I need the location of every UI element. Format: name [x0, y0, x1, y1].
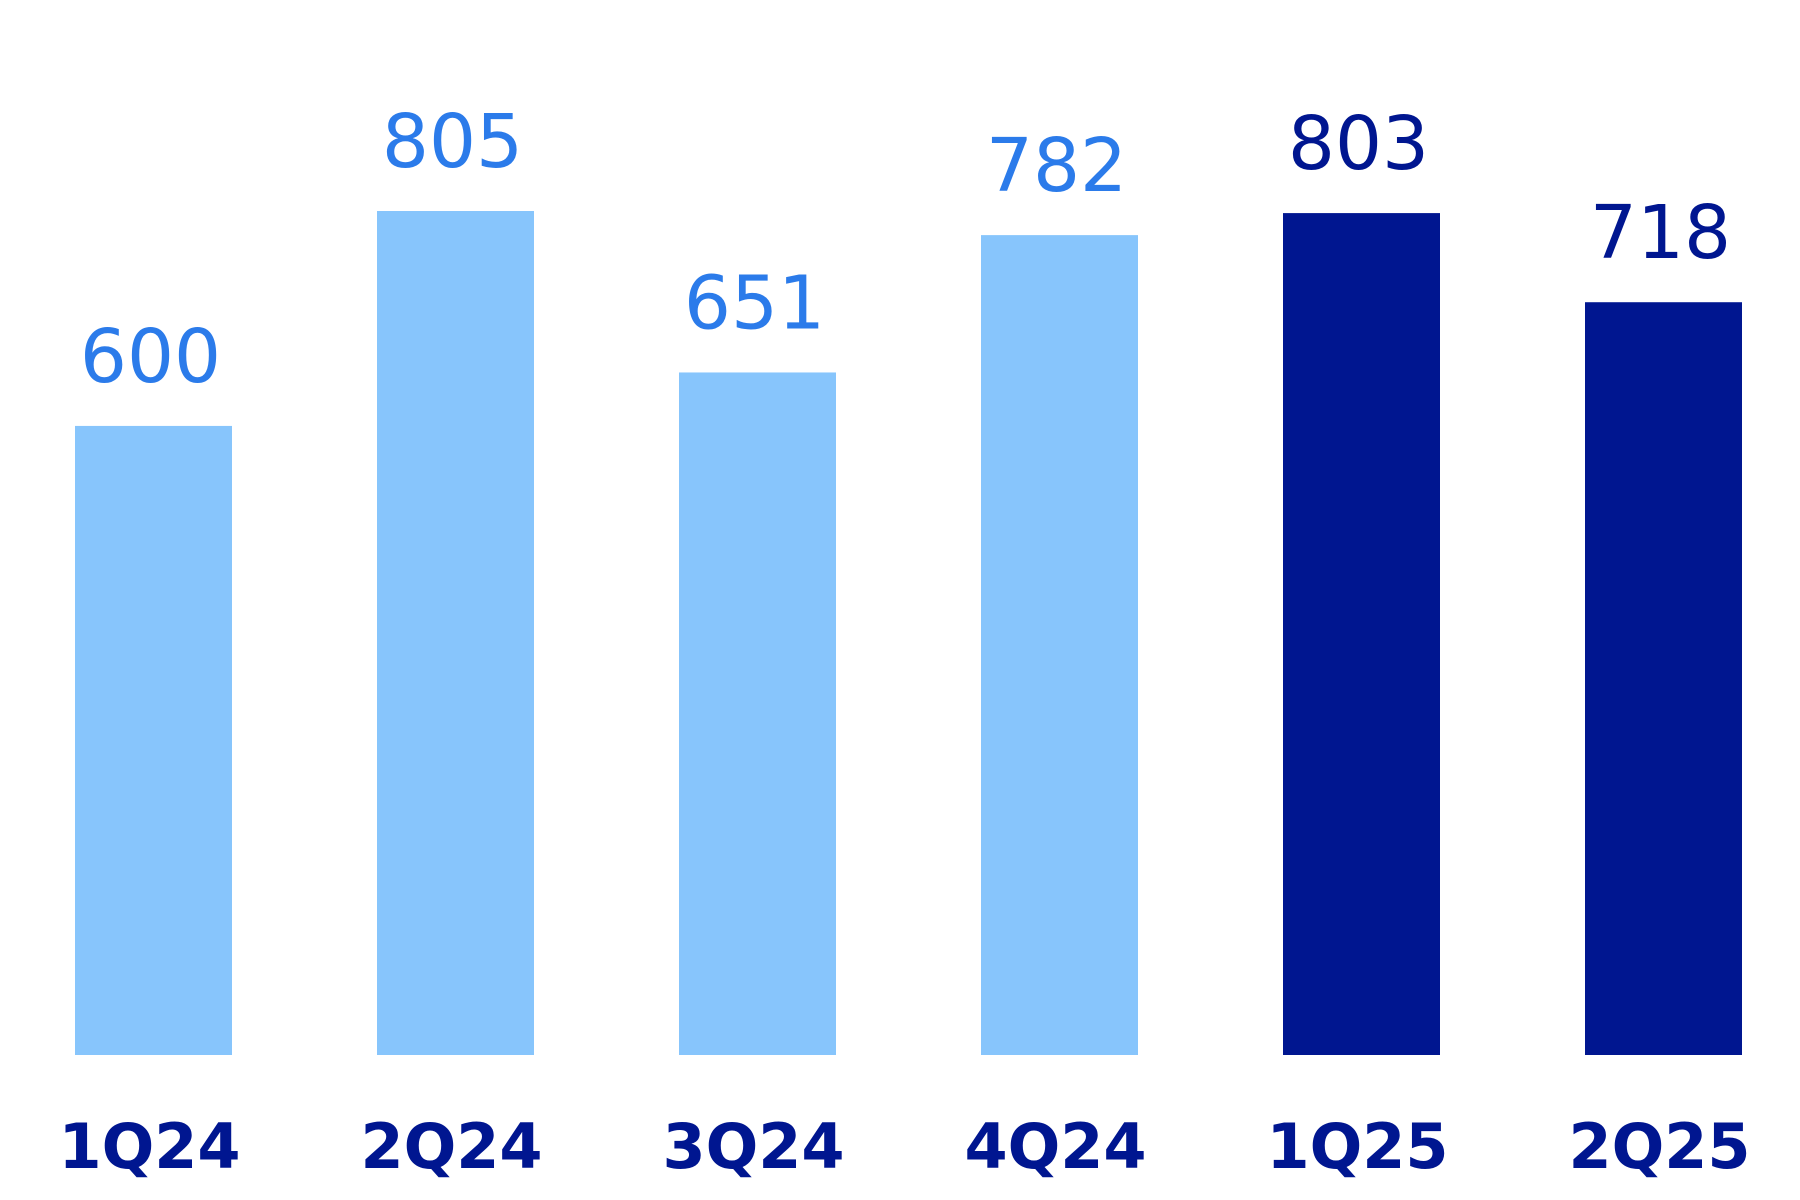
value-label-1q25: 803 — [1288, 101, 1429, 187]
bar-4q24 — [981, 235, 1138, 1056]
value-label-2q24: 805 — [382, 99, 523, 185]
bar-1q25 — [1283, 213, 1440, 1055]
bar-2q25 — [1585, 302, 1742, 1055]
value-label-2q25: 718 — [1590, 190, 1731, 276]
value-label-3q24: 651 — [684, 260, 825, 346]
category-label-2q25: 2Q25 — [1568, 1110, 1750, 1183]
bar-1q24 — [75, 425, 232, 1056]
bar-2q24 — [377, 211, 534, 1055]
category-label-4q24: 4Q24 — [964, 1110, 1146, 1183]
category-label-2q24: 2Q24 — [360, 1110, 542, 1183]
category-label-1q24: 1Q24 — [58, 1110, 240, 1183]
bar-3q24 — [679, 372, 836, 1055]
value-label-1q24: 600 — [80, 314, 221, 400]
value-label-4q24: 782 — [986, 123, 1127, 209]
category-label-1q25: 1Q25 — [1266, 1110, 1448, 1183]
category-label-3q24: 3Q24 — [662, 1110, 844, 1183]
